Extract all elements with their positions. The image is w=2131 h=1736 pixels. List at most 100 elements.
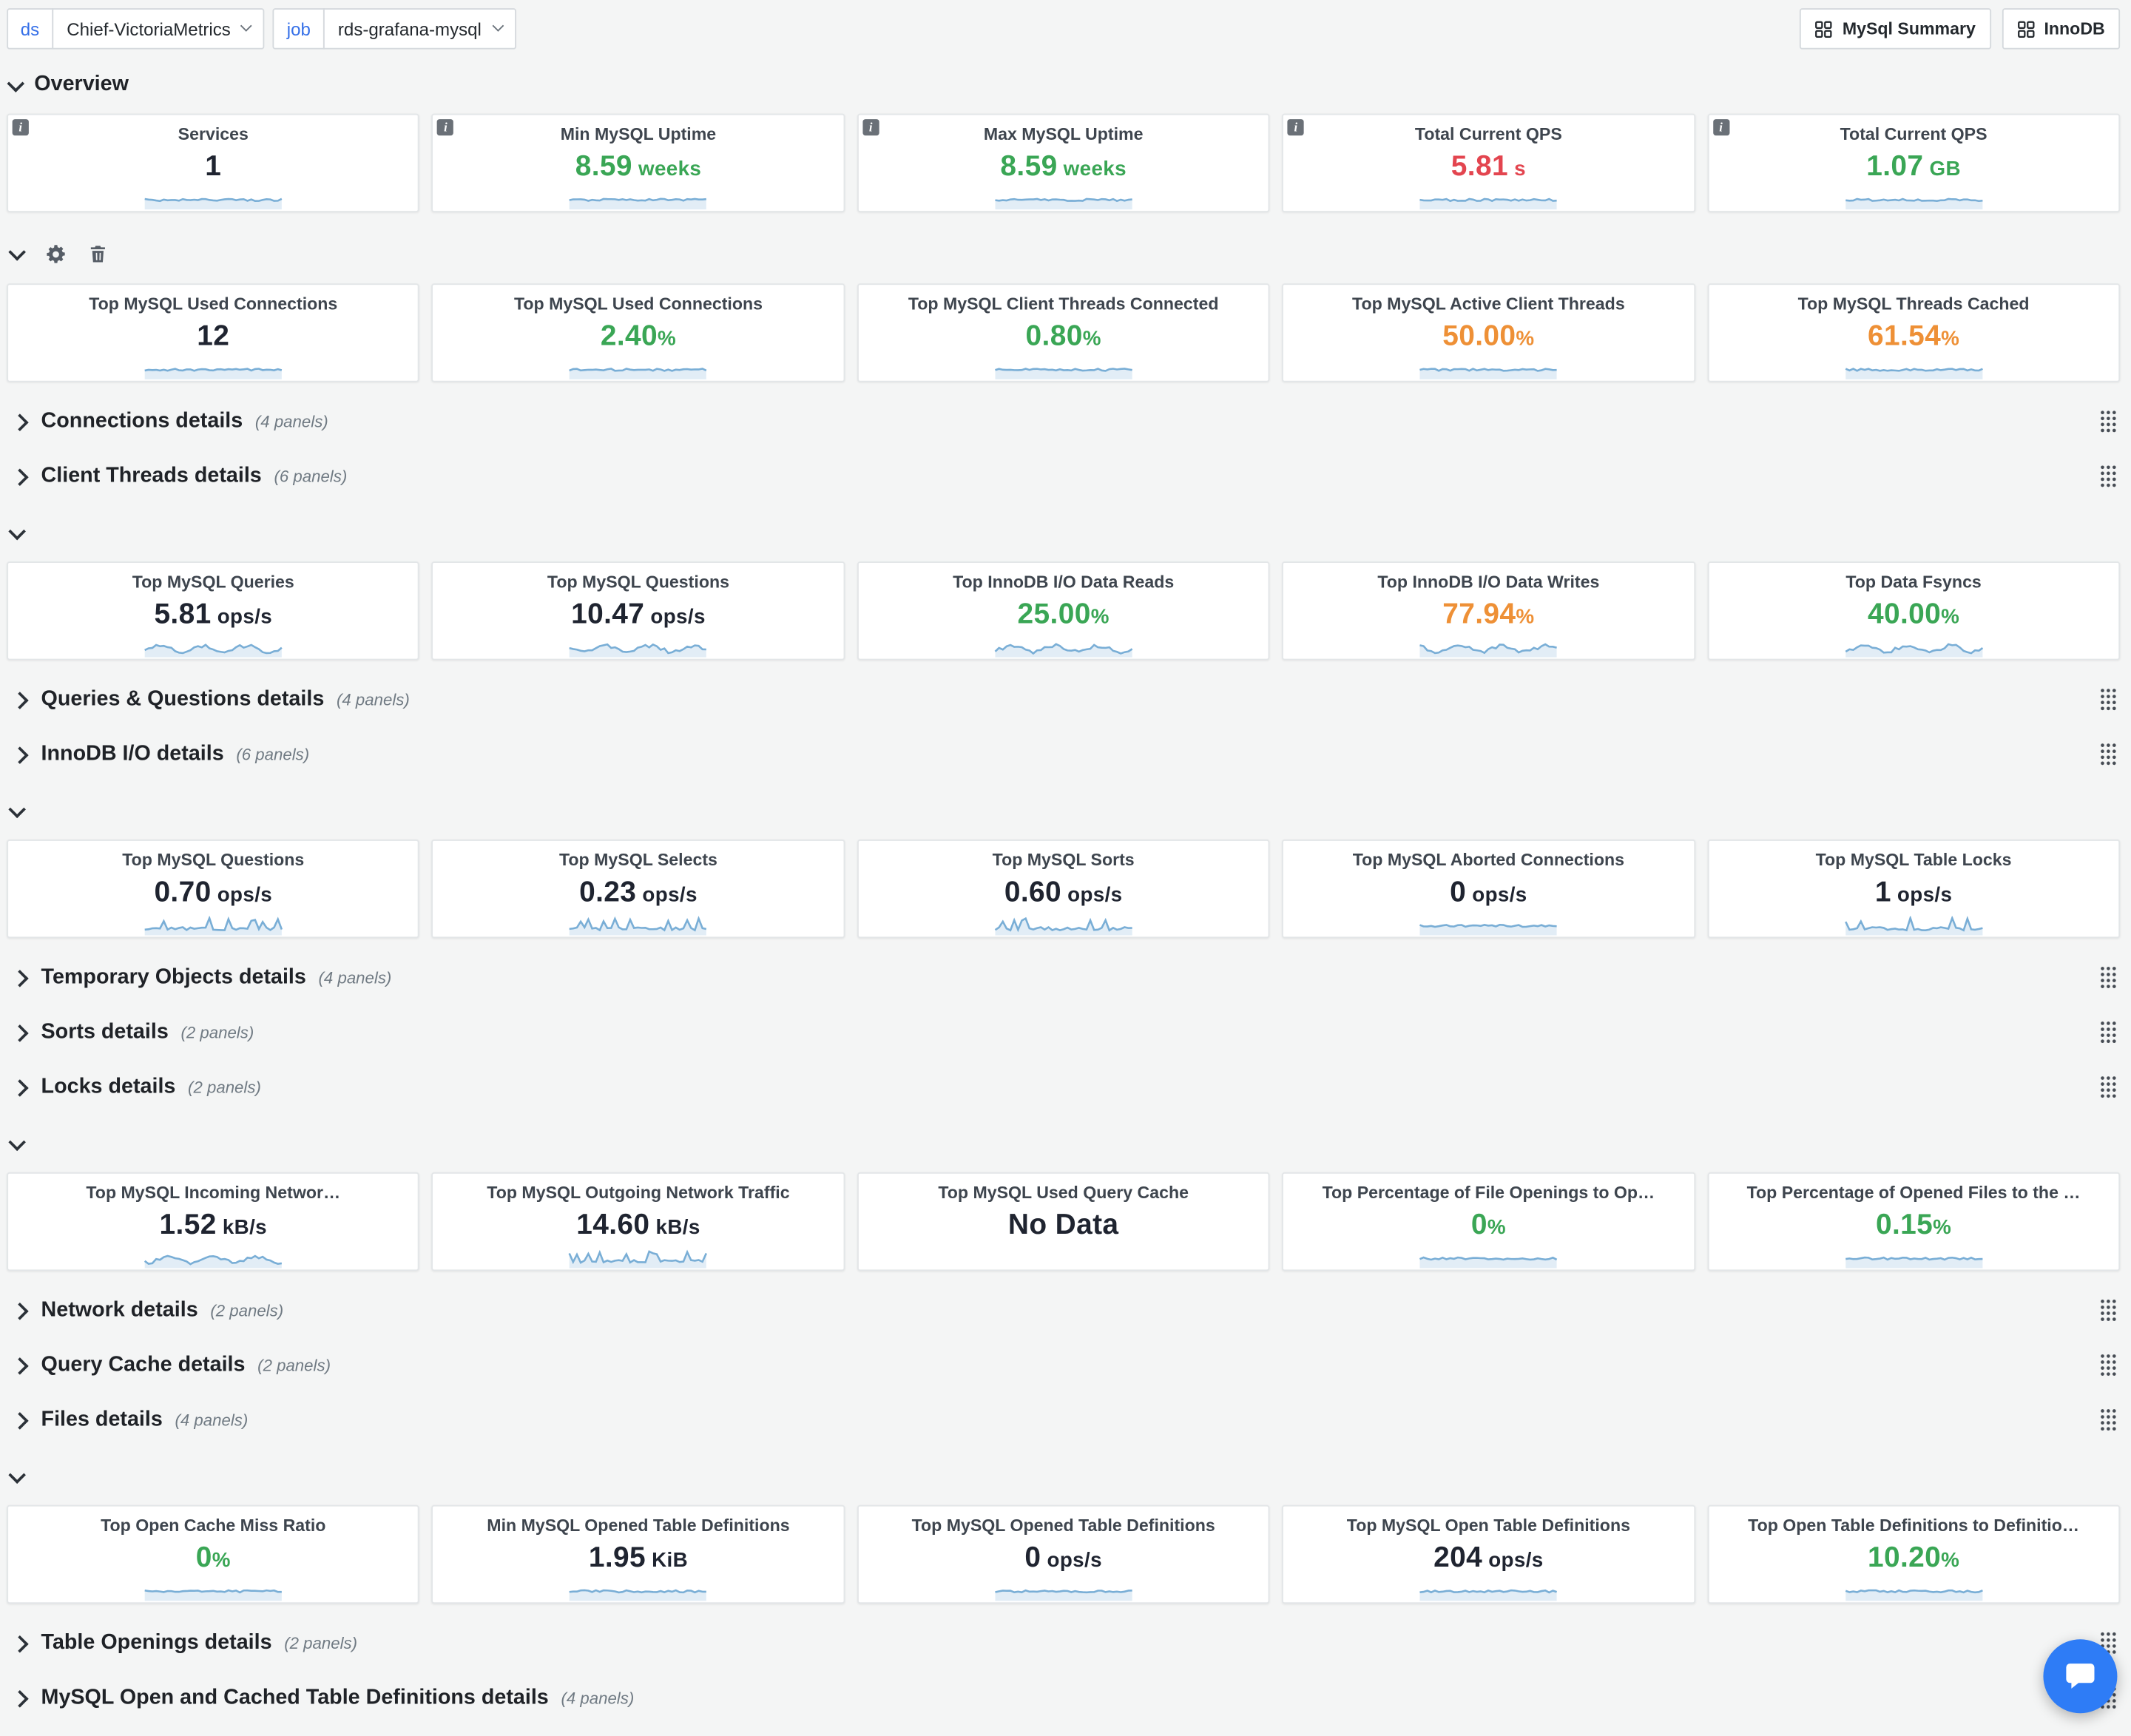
- panel-info-icon[interactable]: i: [1287, 119, 1304, 136]
- value-number: 5.81: [154, 598, 212, 630]
- drag-handle-icon[interactable]: [2099, 1353, 2117, 1377]
- value-unit: %: [658, 327, 677, 351]
- dashboard-link-innodb[interactable]: InnoDB: [2002, 8, 2121, 50]
- panel-title[interactable]: Top Percentage of Opened Files to the …: [1746, 1183, 2081, 1203]
- collapsed-row[interactable]: Queries & Questions details (4 panels): [7, 672, 2120, 727]
- row-collapse-icon[interactable]: [8, 243, 26, 261]
- drag-handle-icon[interactable]: [2099, 1298, 2117, 1323]
- dashboard-toolbar: ds Chief-VictoriaMetrics job rds-grafana…: [0, 0, 2131, 51]
- panel-title[interactable]: Top MySQL Used Connections: [513, 294, 763, 314]
- collapsed-row[interactable]: Sorts details (2 panels): [7, 1005, 2120, 1060]
- panel-title[interactable]: Top Open Cache Miss Ratio: [101, 1516, 326, 1536]
- panel-info-icon[interactable]: i: [1712, 119, 1729, 136]
- panel-title[interactable]: Top MySQL Aborted Connections: [1352, 850, 1625, 870]
- drag-handle-icon[interactable]: [2099, 965, 2117, 990]
- value-number: 2.40: [600, 320, 658, 352]
- value-unit: GB: [1923, 157, 1961, 181]
- panel-title[interactable]: Top Open Table Definitions to Definitio…: [1748, 1516, 2080, 1536]
- panel-value: 2.40%: [433, 320, 843, 353]
- panel-title[interactable]: Total Current QPS: [1840, 124, 1988, 144]
- panel-title[interactable]: Top MySQL Sorts: [992, 850, 1135, 870]
- collapsed-row[interactable]: Files details (4 panels): [7, 1393, 2120, 1448]
- gear-icon[interactable]: [45, 244, 66, 265]
- panel-info-icon[interactable]: i: [437, 119, 454, 136]
- panel-value: 5.81 ops/s: [8, 598, 418, 631]
- collapsed-row[interactable]: MySQL Open and Cached Table Definitions …: [7, 1671, 2120, 1726]
- panel-title[interactable]: Top MySQL Used Query Cache: [938, 1183, 1189, 1203]
- panel-title[interactable]: Top MySQL Threads Cached: [1797, 294, 2030, 314]
- value-number: 1.95: [588, 1541, 646, 1574]
- panel-title[interactable]: Top MySQL Client Threads Connected: [908, 294, 1219, 314]
- sparkline: [435, 916, 842, 936]
- value-unit: ops/s: [644, 605, 706, 629]
- drag-handle-icon[interactable]: [2099, 687, 2117, 712]
- drag-handle-icon[interactable]: [2099, 1075, 2117, 1099]
- stat-panel: Top Open Cache Miss Ratio 0%: [7, 1504, 420, 1604]
- collapsed-row[interactable]: Network details (2 panels): [7, 1283, 2120, 1338]
- panel-title[interactable]: Min MySQL Uptime: [560, 124, 717, 144]
- dashboard-row-header[interactable]: Overview: [7, 69, 2117, 101]
- row-expander[interactable]: [7, 1448, 2120, 1505]
- dashboard-link-mysql-summary[interactable]: MySql Summary: [1800, 8, 1991, 50]
- panel-title[interactable]: Top MySQL Table Locks: [1815, 850, 2012, 870]
- panel-value: No Data: [859, 1209, 1269, 1242]
- row-expander[interactable]: [7, 782, 2120, 840]
- collapsed-row[interactable]: Query Cache details (2 panels): [7, 1338, 2120, 1393]
- chat-launcher-button[interactable]: [2043, 1639, 2118, 1714]
- panel-title[interactable]: Top Percentage of File Openings to Op…: [1322, 1183, 1655, 1203]
- value-unit: KiB: [646, 1549, 689, 1573]
- drag-handle-icon[interactable]: [2099, 410, 2117, 434]
- panel-title[interactable]: Top MySQL Active Client Threads: [1352, 294, 1625, 314]
- chevron-right-icon: [11, 1357, 29, 1374]
- panel-title[interactable]: Top MySQL Questions: [122, 850, 305, 870]
- panel-title[interactable]: Top MySQL Outgoing Network Traffic: [487, 1183, 790, 1203]
- drag-handle-icon[interactable]: [2099, 1020, 2117, 1044]
- value-number: 0: [195, 1541, 212, 1574]
- row-expander[interactable]: [7, 1115, 2120, 1172]
- sparkline: [10, 190, 417, 210]
- collapsed-row[interactable]: Connections details (4 panels): [7, 394, 2120, 449]
- panel-title[interactable]: Top MySQL Questions: [547, 572, 729, 592]
- value-unit: %: [1487, 1216, 1506, 1240]
- collapsed-row[interactable]: InnoDB I/O details (6 panels): [7, 727, 2120, 782]
- variable-ds-select[interactable]: Chief-VictoriaMetrics: [51, 8, 266, 50]
- collapsed-row[interactable]: Locks details (2 panels): [7, 1060, 2120, 1115]
- chevron-down-icon: [240, 20, 253, 32]
- row-title: Sorts details: [41, 1020, 169, 1044]
- panel-title[interactable]: Max MySQL Uptime: [983, 124, 1144, 144]
- panel-title[interactable]: Total Current QPS: [1414, 124, 1562, 144]
- panel-info-icon[interactable]: i: [12, 119, 29, 136]
- sparkline: [1710, 190, 2118, 210]
- drag-handle-icon[interactable]: [2099, 743, 2117, 767]
- sparkline: [1285, 360, 1692, 379]
- value-unit: kB/s: [216, 1216, 267, 1240]
- panel-title[interactable]: Min MySQL Opened Table Definitions: [487, 1516, 790, 1536]
- panel-title[interactable]: Top InnoDB I/O Data Reads: [953, 572, 1175, 592]
- panel-title[interactable]: Top MySQL Selects: [558, 850, 717, 870]
- row-expander[interactable]: [7, 504, 2120, 561]
- drag-handle-icon[interactable]: [2099, 465, 2117, 489]
- chevron-right-icon: [11, 1411, 29, 1429]
- panel-title[interactable]: Top MySQL Used Connections: [89, 294, 338, 314]
- collapsed-row[interactable]: Table Openings details (2 panels): [7, 1616, 2120, 1671]
- drag-handle-icon[interactable]: [2099, 1408, 2117, 1432]
- stat-panel: Top InnoDB I/O Data Writes 77.94%: [1282, 561, 1695, 661]
- panel-title[interactable]: Top MySQL Queries: [132, 572, 294, 592]
- variable-job-select[interactable]: rds-grafana-mysql: [322, 8, 516, 50]
- chevron-right-icon: [11, 413, 29, 431]
- trash-icon[interactable]: [87, 244, 108, 265]
- panel-info-icon[interactable]: i: [862, 119, 879, 136]
- sparkline: [1710, 916, 2118, 936]
- panel-title[interactable]: Top MySQL Incoming Networ…: [86, 1183, 341, 1203]
- chevron-down-icon: [491, 20, 504, 32]
- panel-title[interactable]: Top MySQL Open Table Definitions: [1346, 1516, 1630, 1536]
- panel-title[interactable]: Top InnoDB I/O Data Writes: [1377, 572, 1600, 592]
- panel-title[interactable]: Top MySQL Opened Table Definitions: [911, 1516, 1215, 1536]
- row-panel-count: (2 panels): [284, 1633, 358, 1653]
- panel-title[interactable]: Services: [178, 124, 249, 144]
- collapsed-row[interactable]: Client Threads details (6 panels): [7, 449, 2120, 504]
- stat-panels-row: Top MySQL Queries 5.81 ops/s Top MySQL Que…: [7, 561, 2121, 661]
- panel-title[interactable]: Top Data Fsyncs: [1845, 572, 1982, 592]
- collapsed-row[interactable]: Temporary Objects details (4 panels): [7, 950, 2120, 1005]
